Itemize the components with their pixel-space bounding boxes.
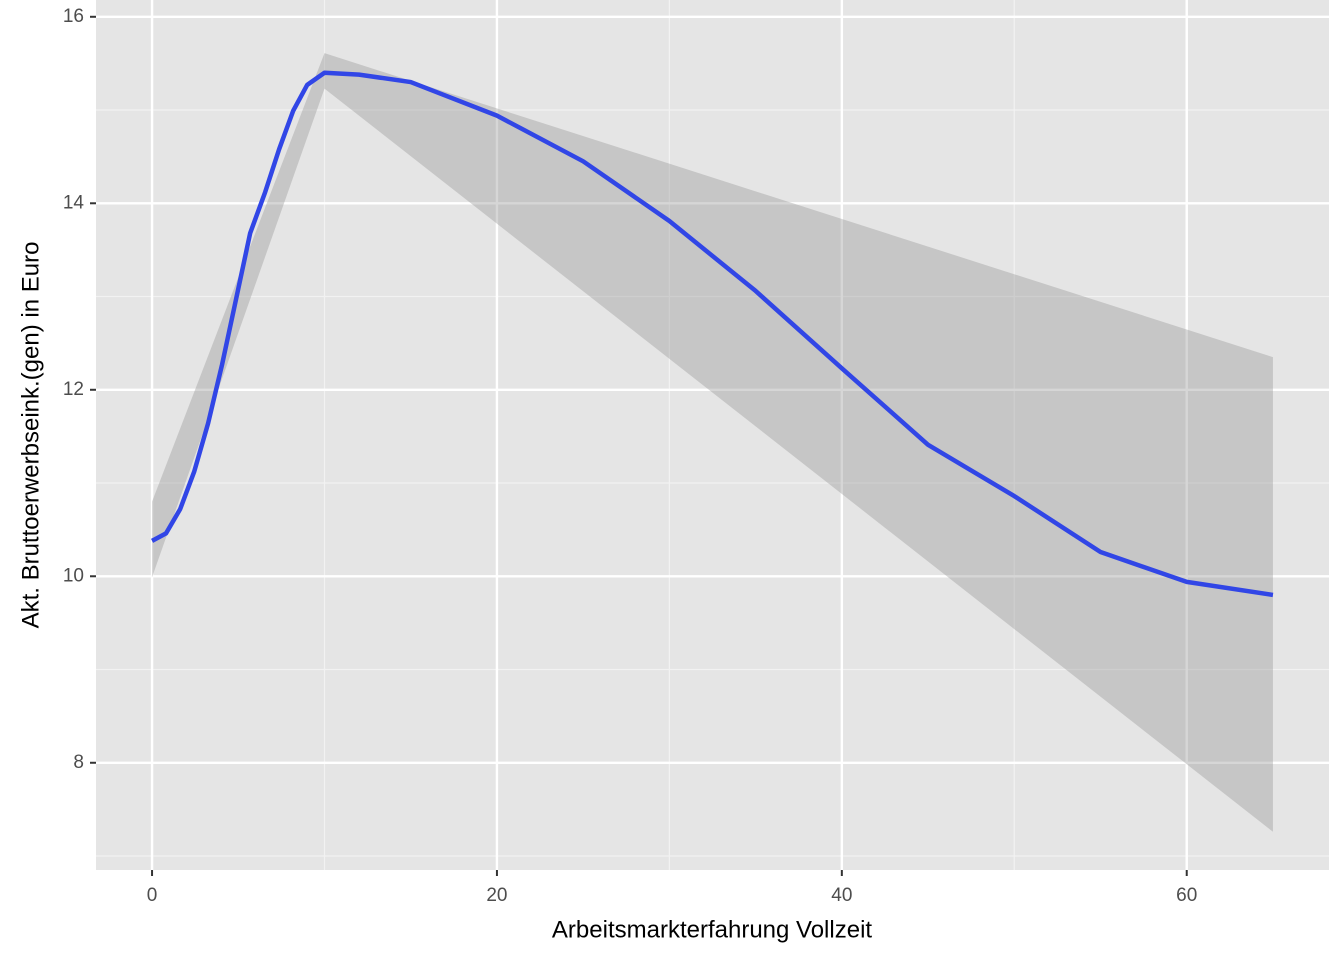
y-tick-label: 12: [63, 379, 84, 400]
panel: [96, 0, 1329, 870]
marks: [150, 53, 1274, 832]
y-tick-label: 10: [63, 565, 84, 586]
y-axis-title: Akt. Bruttoerwerbseink.(gen) in Euro: [17, 242, 44, 629]
y-tick-label: 14: [63, 192, 85, 213]
y-tick-label: 16: [63, 6, 84, 27]
x-tick-label: 20: [486, 885, 507, 906]
x-tick-label: 60: [1176, 885, 1197, 906]
line: [150, 70, 1274, 598]
x-tick-label: 0: [147, 885, 158, 906]
y-tick-label: 8: [73, 752, 84, 773]
confidence-band: [152, 53, 1273, 832]
x-axis-title: Arbeitsmarkterfahrung Vollzeit: [552, 916, 872, 943]
x-tick-label: 40: [831, 885, 852, 906]
axes: 0 20 40 60 8 10 12 14 16: [63, 6, 1197, 906]
grid: [96, 0, 1329, 870]
